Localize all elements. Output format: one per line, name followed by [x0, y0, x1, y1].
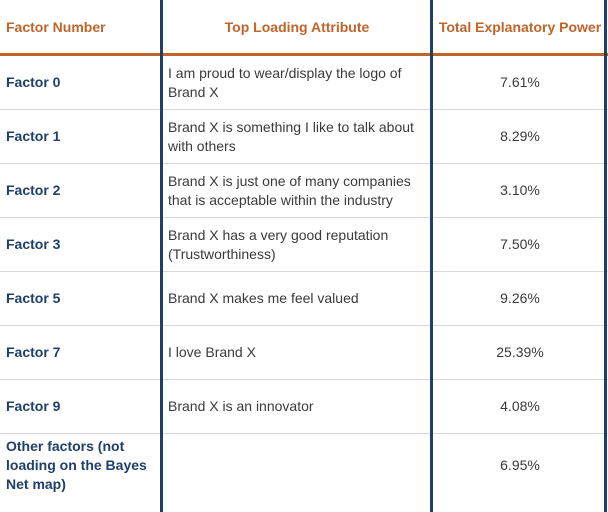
power-cell: 9.26%: [432, 271, 608, 326]
table-row: Other factors (not loading on the Bayes …: [0, 434, 608, 497]
column-divider: [160, 0, 163, 512]
attribute-cell: Brand X is something I like to talk abou…: [162, 109, 432, 164]
power-cell: 7.50%: [432, 217, 608, 272]
power-cell: 3.10%: [432, 163, 608, 218]
factor-cell: Factor 1: [0, 109, 162, 164]
table-row: Factor 1 Brand X is something I like to …: [0, 109, 608, 164]
header-top-loading-attribute: Top Loading Attribute: [162, 0, 432, 56]
factor-cell: Factor 0: [0, 54, 162, 110]
header-row: Factor Number Top Loading Attribute Tota…: [0, 0, 608, 56]
table-row: Factor 0 I am proud to wear/display the …: [0, 54, 608, 110]
header-total-explanatory-power: Total Explanatory Power: [432, 0, 608, 56]
factor-cell: Factor 9: [0, 379, 162, 434]
factor-cell: Factor 3: [0, 217, 162, 272]
attribute-cell: Brand X is an innovator: [162, 379, 432, 434]
attribute-cell: Brand X makes me feel valued: [162, 271, 432, 326]
factor-cell: Factor 7: [0, 325, 162, 380]
table-row: Factor 9 Brand X is an innovator 4.08%: [0, 379, 608, 434]
attribute-cell: I love Brand X: [162, 325, 432, 380]
factor-table: Factor Number Top Loading Attribute Tota…: [0, 0, 608, 497]
attribute-cell: Brand X is just one of many companies th…: [162, 163, 432, 218]
table-row: Factor 3 Brand X has a very good reputat…: [0, 217, 608, 272]
power-cell: 8.29%: [432, 109, 608, 164]
column-divider: [604, 0, 607, 512]
factor-cell: Factor 5: [0, 271, 162, 326]
attribute-cell: [162, 434, 432, 497]
factor-cell: Factor 2: [0, 163, 162, 218]
table-row: Factor 2 Brand X is just one of many com…: [0, 163, 608, 218]
table-row: Factor 7 I love Brand X 25.39%: [0, 325, 608, 380]
attribute-cell: I am proud to wear/display the logo of B…: [162, 54, 432, 110]
factor-cell: Other factors (not loading on the Bayes …: [6, 437, 147, 492]
power-cell: 4.08%: [432, 379, 608, 434]
header-factor-number: Factor Number: [0, 0, 162, 56]
power-cell: 6.95%: [500, 456, 540, 473]
table-row: Factor 5 Brand X makes me feel valued 9.…: [0, 271, 608, 326]
attribute-cell: Brand X has a very good reputation (Trus…: [162, 217, 432, 272]
power-cell: 25.39%: [432, 325, 608, 380]
power-cell: 7.61%: [432, 54, 608, 110]
column-divider: [430, 0, 433, 512]
